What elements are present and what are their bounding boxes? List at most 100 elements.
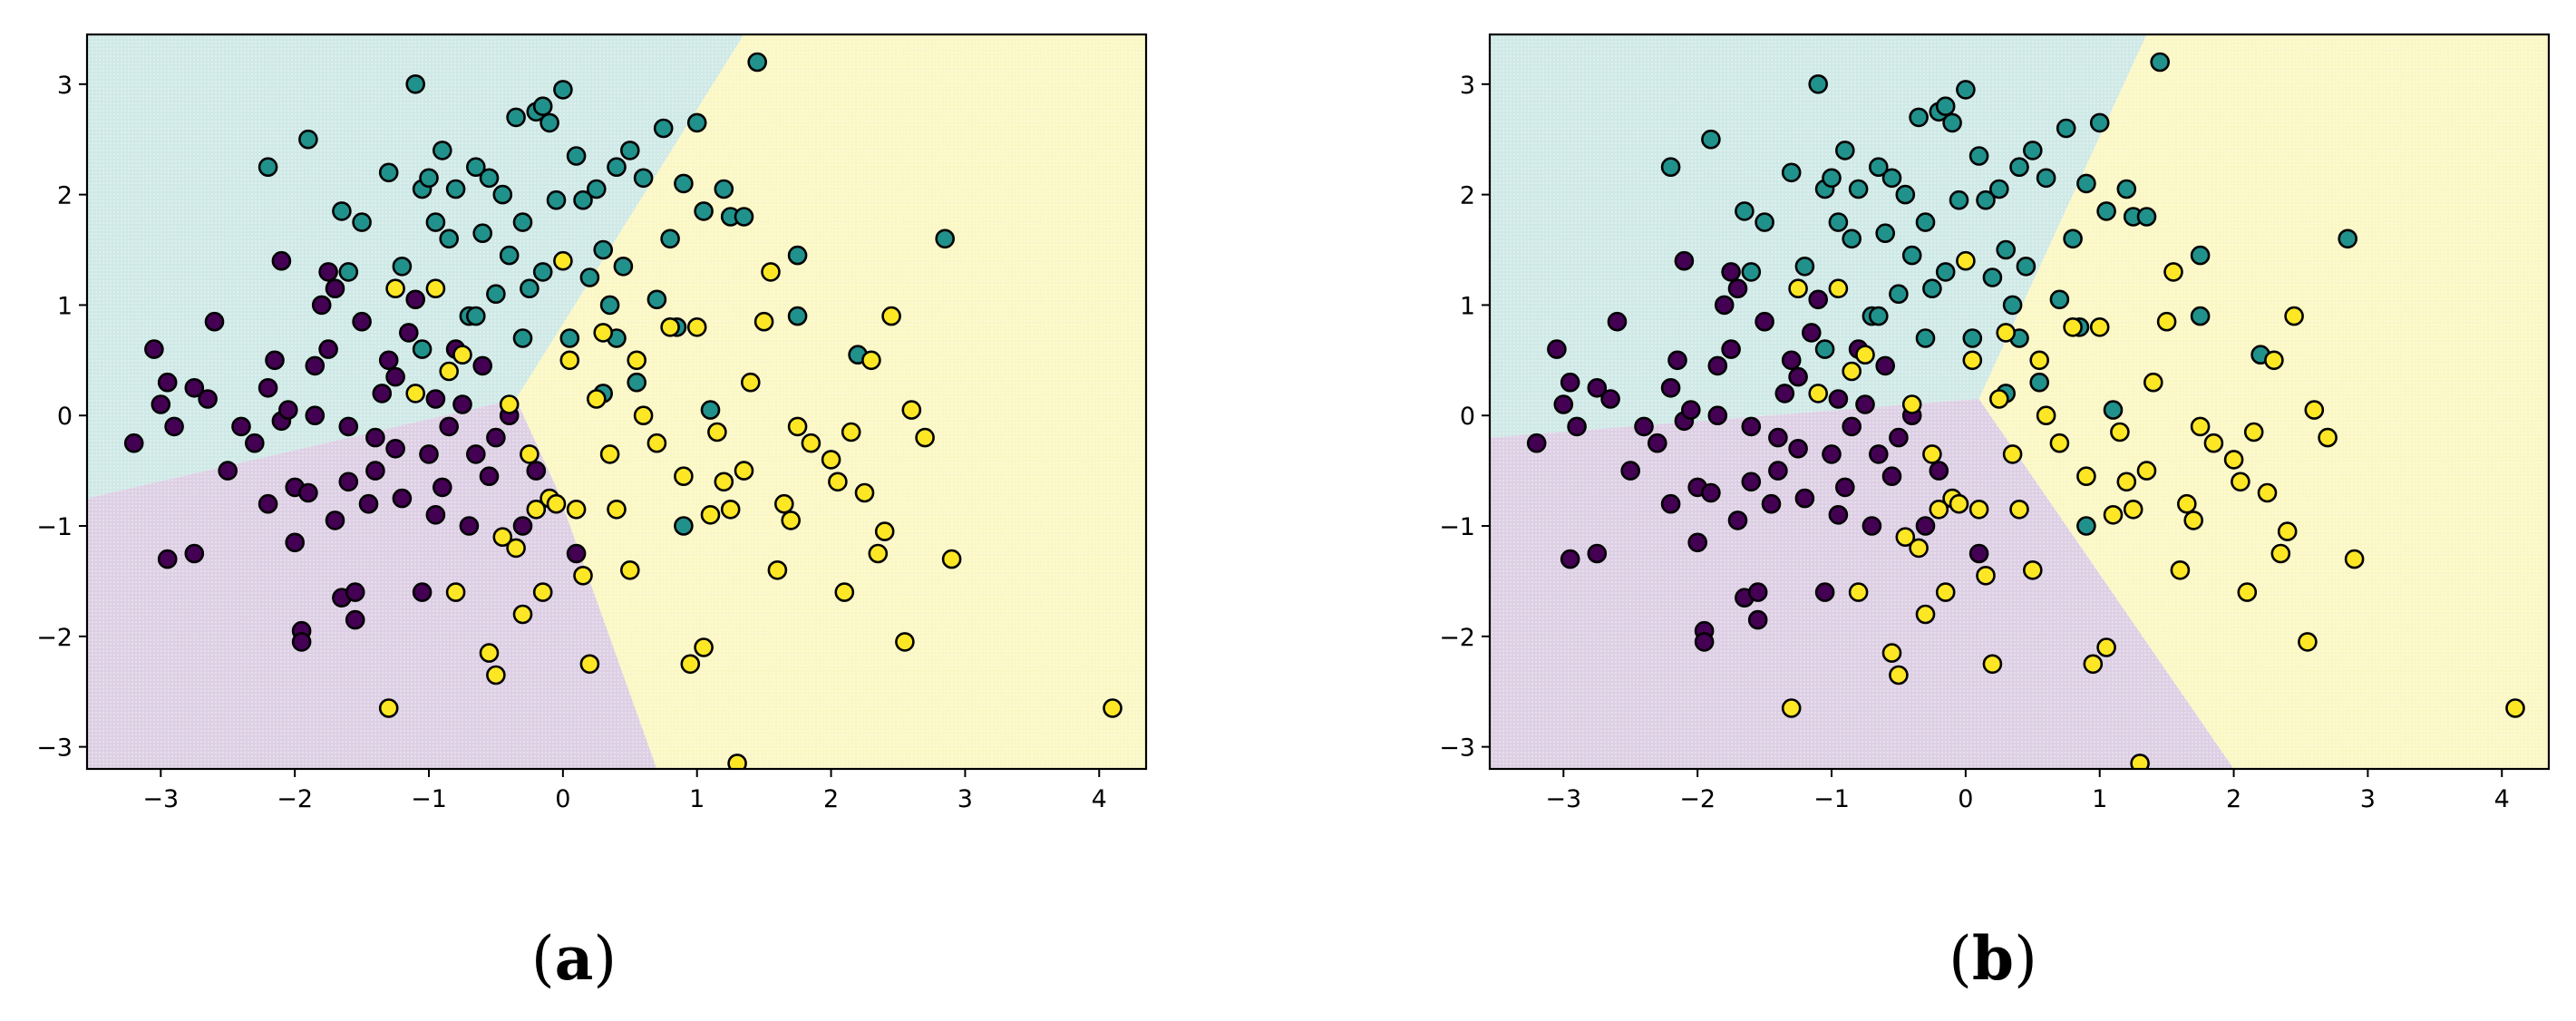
data-point-class2 (753, 311, 774, 332)
data-point-class0 (566, 543, 587, 564)
data-point-class1 (1976, 190, 1996, 210)
data-point-class0 (1915, 516, 1936, 536)
data-point-class1 (1982, 267, 2003, 287)
axes-frame (85, 33, 1148, 771)
data-point-class1 (700, 400, 721, 420)
scatter-panel-a: −3 −2 −1 0 1 2 3 4 −3 −2 −1 0 1 2 3 (36, 33, 1148, 813)
data-point-class1 (2049, 289, 2070, 310)
data-point-class1 (787, 245, 808, 266)
data-point-class1 (2150, 52, 2170, 73)
x-tick-label: 1 (689, 785, 705, 813)
data-point-class2 (2243, 422, 2264, 442)
data-point-class1 (479, 168, 500, 189)
data-point-class0 (345, 609, 365, 630)
data-point-class0 (405, 289, 426, 310)
data-point-class1 (2036, 168, 2056, 189)
data-point-class0 (1707, 405, 1728, 426)
data-point-class0 (1634, 416, 1654, 437)
data-point-class1 (1735, 201, 1755, 221)
data-point-class0 (1802, 323, 1822, 343)
data-point-class0 (1828, 504, 1849, 525)
data-point-class1 (607, 157, 627, 177)
data-point-class1 (1962, 328, 1983, 348)
data-point-class2 (2298, 632, 2318, 652)
data-point-class2 (1962, 350, 1983, 371)
y-tick-label: 3 (57, 72, 73, 100)
x-tick-label: −2 (277, 785, 313, 813)
data-point-class2 (1976, 565, 1996, 586)
data-point-class0 (1855, 394, 1875, 414)
x-tick-label: 3 (957, 785, 973, 813)
data-point-class2 (573, 565, 593, 586)
data-point-class0 (318, 262, 338, 282)
x-tick-label: 4 (2494, 785, 2510, 813)
data-point-class2 (2002, 444, 2023, 464)
data-point-class2 (773, 493, 794, 514)
data-point-class0 (1553, 394, 1574, 414)
data-point-class2 (1781, 698, 1802, 718)
data-point-class2 (532, 582, 553, 602)
data-point-class2 (559, 350, 580, 371)
data-point-class0 (1600, 389, 1620, 409)
data-point-class2 (881, 306, 901, 326)
data-point-class1 (1949, 190, 1969, 210)
data-point-class1 (1996, 239, 2016, 260)
data-point-class0 (311, 295, 332, 316)
data-point-class1 (674, 173, 694, 194)
data-points (123, 52, 1123, 769)
data-point-class0 (305, 355, 326, 376)
data-point-class0 (1881, 466, 1902, 487)
data-point-class1 (492, 184, 513, 205)
data-point-class2 (2190, 416, 2211, 437)
data-point-class2 (801, 433, 821, 453)
data-point-class2 (2156, 311, 2177, 332)
data-point-class0 (1842, 416, 1862, 437)
data-point-class2 (861, 350, 881, 371)
data-point-class1 (1989, 179, 2009, 199)
data-point-class1 (2029, 372, 2049, 393)
data-point-class1 (1828, 212, 1849, 232)
data-point-class0 (1547, 339, 1567, 359)
decision-regions (87, 34, 1146, 769)
data-point-class0 (526, 461, 547, 481)
data-point-class0 (1660, 493, 1681, 514)
data-point-class2 (2089, 316, 2110, 337)
panel-caption-a: (a) (531, 923, 617, 994)
data-point-class2 (1103, 698, 1123, 718)
data-point-class1 (1889, 284, 1909, 305)
data-point-class0 (1707, 355, 1728, 376)
data-point-class0 (318, 339, 338, 359)
data-point-class1 (553, 80, 573, 100)
data-point-class0 (157, 549, 178, 569)
data-point-class0 (479, 466, 500, 487)
data-point-class1 (619, 141, 640, 160)
y-tick-label: −2 (1439, 624, 1475, 652)
data-point-class2 (579, 654, 600, 675)
data-point-class2 (633, 405, 654, 426)
data-point-class2 (720, 499, 741, 520)
data-point-class0 (365, 427, 385, 448)
data-point-class0 (459, 516, 480, 536)
data-point-class2 (2304, 400, 2325, 420)
data-point-class0 (198, 389, 218, 409)
data-point-class0 (325, 278, 345, 299)
data-point-class0 (352, 311, 372, 332)
data-point-class2 (868, 543, 889, 564)
data-point-class0 (1814, 582, 1835, 602)
data-point-class1 (439, 229, 460, 249)
data-point-class0 (1587, 377, 1608, 398)
data-point-class1 (465, 157, 486, 177)
y-tick-label: 0 (57, 403, 73, 431)
data-point-class0 (1620, 461, 1640, 481)
data-point-class0 (385, 438, 405, 459)
data-point-class1 (613, 256, 634, 277)
x-tick-label: −2 (1679, 785, 1716, 813)
data-point-class2 (486, 665, 506, 686)
data-point-class1 (1915, 212, 1936, 232)
data-point-class2 (2183, 510, 2203, 530)
data-point-class2 (566, 499, 587, 520)
data-point-class0 (265, 350, 285, 371)
data-point-class1 (1848, 179, 1869, 199)
y-tick-label: −3 (1439, 734, 1475, 763)
data-point-class2 (1949, 493, 1969, 514)
